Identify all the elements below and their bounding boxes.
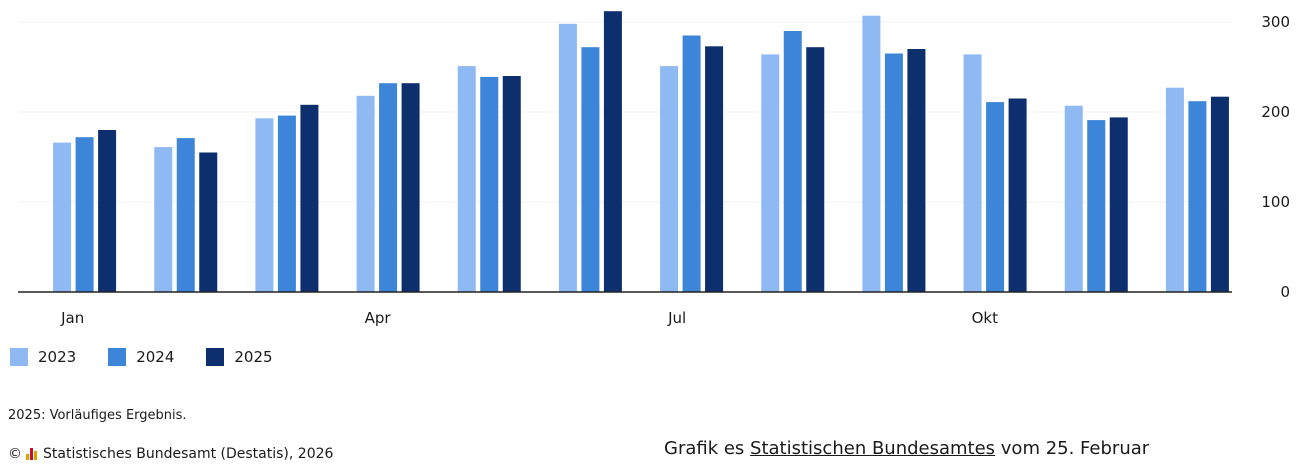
bar-2024-11 (1087, 120, 1106, 292)
caption-suffix: vom 25. Februar (995, 438, 1150, 459)
copyright-text: Statistisches Bundesamt (Destatis), 2026 (43, 446, 334, 462)
legend-swatch-2024 (108, 348, 127, 366)
bar-2025-12 (1210, 96, 1229, 292)
y-tick-label: 200 (1261, 103, 1290, 121)
bar-2024-10 (986, 102, 1005, 292)
legend-label-2023: 2023 (38, 348, 77, 366)
bar-2025-3 (300, 104, 319, 292)
bar-2023-3 (255, 118, 274, 292)
caption-prefix: Grafik es (664, 438, 751, 459)
x-tick-label: Jul (667, 309, 686, 327)
bar-2023-5 (457, 66, 476, 292)
bar-2023-2 (154, 147, 173, 292)
bar-2025-6 (603, 11, 622, 292)
x-tick-label: Okt (972, 309, 998, 327)
legend-swatch-2023 (10, 348, 28, 366)
bar-2023-12 (1165, 87, 1184, 292)
bar-2024-5 (480, 76, 499, 293)
bar-2024-8 (783, 31, 802, 292)
bar-2025-5 (502, 76, 521, 292)
legend-label-2025: 2025 (234, 348, 273, 366)
bar-2025-10 (1008, 98, 1027, 292)
legend: 2023 2024 2025 (10, 348, 273, 366)
bar-2024-2 (176, 138, 195, 292)
y-tick-label: 100 (1261, 193, 1290, 211)
bar-2023-1 (53, 142, 72, 292)
bar-2023-6 (558, 23, 577, 293)
bar-2024-1 (75, 137, 94, 292)
bar-2025-9 (907, 49, 926, 292)
caption: Grafik es Statistischen Bundesamtes vom … (664, 438, 1149, 459)
bar-2025-2 (199, 152, 218, 292)
legend-item-2023[interactable]: 2023 (10, 348, 76, 366)
bar-2023-8 (761, 54, 780, 293)
x-tick-label: Jan (60, 309, 84, 327)
destatis-link[interactable]: Statistischen Bundesamtes (750, 438, 996, 459)
bar-2024-6 (581, 47, 600, 293)
copyright-symbol: © (8, 446, 22, 462)
bar-2023-7 (660, 66, 679, 292)
bar-2023-11 (1064, 105, 1083, 292)
bar-2024-12 (1188, 101, 1207, 292)
bar-2025-11 (1109, 117, 1128, 293)
bar-2025-4 (401, 83, 420, 292)
legend-item-2024[interactable]: 2024 (108, 348, 174, 366)
footnote: 2025: Vorläufiges Ergebnis. (8, 408, 187, 423)
bar-2025-8 (806, 47, 825, 293)
bar-2023-9 (862, 15, 881, 292)
bar-2024-9 (884, 53, 903, 292)
legend-item-2025[interactable]: 2025 (206, 348, 273, 366)
bar-2025-7 (705, 46, 724, 292)
bar-2024-3 (277, 115, 296, 292)
bar-2023-4 (356, 95, 375, 292)
bar-2025-1 (98, 130, 117, 292)
x-tick-label: Apr (365, 309, 392, 327)
y-tick-label: 0 (1280, 283, 1290, 301)
destatis-logo-icon (26, 448, 37, 460)
bar-2023-10 (963, 54, 982, 293)
copyright-line: © Statistisches Bundesamt (Destatis), 20… (8, 446, 333, 462)
y-tick-label: 300 (1261, 13, 1290, 31)
legend-label-2024: 2024 (136, 348, 175, 366)
bar-chart: 0 100 200 300 Jan Apr Jul Okt (18, 11, 1290, 327)
bar-2024-4 (379, 83, 398, 292)
legend-swatch-2025 (206, 348, 225, 366)
bar-2024-7 (682, 35, 701, 292)
